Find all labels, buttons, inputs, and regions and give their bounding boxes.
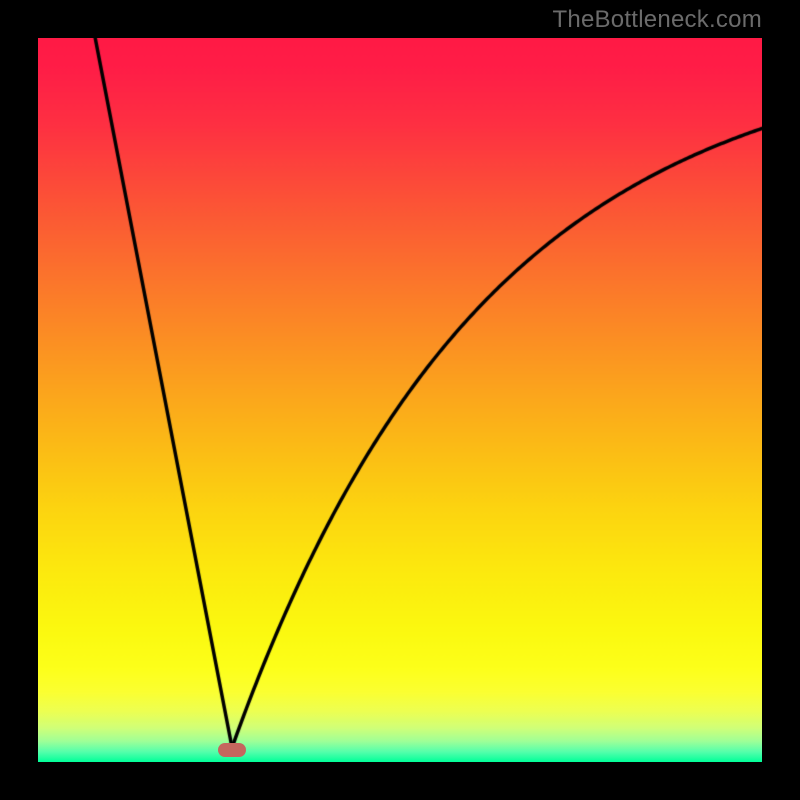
- watermark-text: TheBottleneck.com: [552, 6, 762, 34]
- chart-canvas: [38, 38, 762, 762]
- optimal-point-marker: [218, 743, 246, 757]
- chart-root: TheBottleneck.com: [0, 0, 800, 800]
